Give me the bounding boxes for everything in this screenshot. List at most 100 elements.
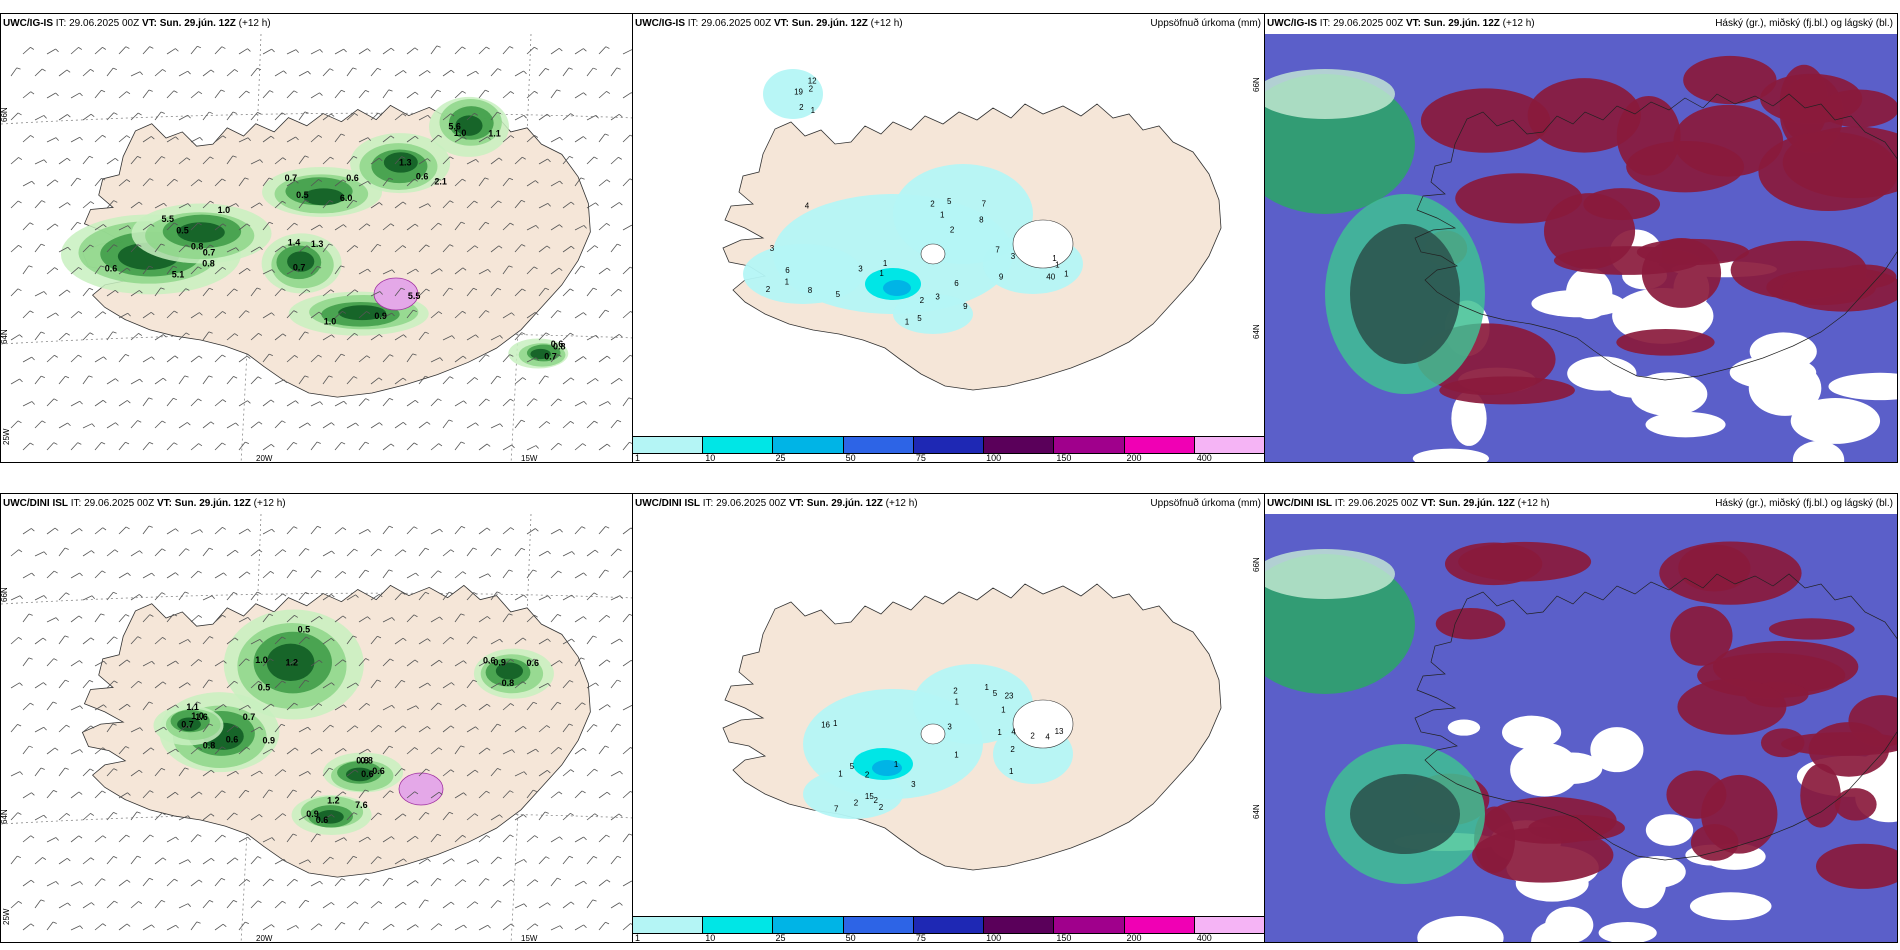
- precip-colorbar-1: 1 10 25 50 75 100 150 200 400: [633, 436, 1265, 462]
- colorbar-swatch: [913, 917, 985, 933]
- colorbar-labels: 1 10 25 50 75 100 150 200 400: [633, 933, 1265, 943]
- precip-value-label: 2: [865, 771, 870, 780]
- colorbar-label: 75: [915, 933, 926, 943]
- colorbar-swatch: [913, 437, 985, 453]
- precip-value-label: 19: [794, 88, 803, 97]
- precip-value-label: 1: [985, 683, 990, 692]
- precip-value-label: 7: [982, 200, 987, 209]
- precip-value-label: 8: [808, 286, 813, 295]
- precip-value-label: 9: [999, 272, 1004, 281]
- colorbar-label: 100: [986, 453, 1002, 463]
- wind-value-label: 1.0: [324, 317, 337, 327]
- wind-value-label: 0.8: [191, 242, 204, 252]
- wind-value-label: 0.5: [296, 190, 309, 200]
- wind-value-label: 0.6: [372, 766, 385, 776]
- wind-map-1: 0.70.50.70.91.00.60.70.70.80.86.05.55.62…: [1, 33, 633, 462]
- wind-panel-2: UWC/DINI ISL IT: 29.06.2025 00Z VT: Sun.…: [0, 493, 634, 943]
- colorbar-swatch: [703, 917, 774, 933]
- panel-right-title: Uppsöfnuð úrkoma (mm): [1150, 18, 1261, 29]
- precip-value-label: 9: [963, 302, 968, 311]
- wind-value-label: 0.9: [263, 735, 276, 745]
- precip-value-label: 1: [1055, 260, 1060, 269]
- precip-value-label: 1: [833, 719, 838, 728]
- wind-value-label: 0.9: [306, 809, 319, 819]
- cloud-map-2: [1265, 514, 1897, 942]
- wind-value-label: 5.5: [162, 214, 175, 224]
- precip-value-label: 2: [1010, 745, 1015, 754]
- colorbar-label: 50: [845, 453, 856, 463]
- wind-value-label: 7.6: [355, 800, 368, 810]
- precip-value-label: 2: [879, 803, 884, 812]
- precip-value-label: 1: [894, 760, 899, 769]
- precip-value-label: 2: [874, 796, 879, 805]
- colorbar-label: 150: [1056, 933, 1072, 943]
- lat-label: 66N: [1, 587, 9, 602]
- colorbar-label: 400: [1196, 933, 1212, 943]
- precip-value-label: 6: [954, 279, 959, 288]
- precip-value-label: 5: [947, 197, 952, 206]
- wind-value-label: 1.4: [288, 237, 301, 247]
- precip-value-label: 1: [1064, 270, 1069, 279]
- precip-shading: [743, 69, 1083, 334]
- colorbar-swatch: [703, 437, 774, 453]
- lon-label: 25W: [2, 908, 11, 925]
- precip-value-label: 5: [850, 762, 855, 771]
- colorbar-swatches: [633, 436, 1265, 454]
- precip-value-label: 2: [766, 285, 771, 294]
- precip-value-label: 1: [997, 728, 1002, 737]
- wind-value-label: 0.7: [285, 173, 298, 183]
- colorbar-swatch: [1194, 437, 1265, 453]
- colorbar-swatch: [843, 917, 914, 933]
- wind-value-label: 0.8: [356, 755, 369, 765]
- lon-label: 20W: [256, 934, 273, 943]
- precip-value-label: 3: [947, 723, 952, 732]
- wind-value-label: 0.6: [226, 735, 239, 745]
- wind-value-label: 0.6: [551, 339, 564, 349]
- precip-map-1: 123112111123476401998553256789121322166N…: [722, 69, 1261, 391]
- wind-value-label: 0.6: [316, 815, 329, 825]
- axis-labels: 66N 64N: [1252, 77, 1261, 339]
- precip-value-label: 1: [883, 259, 888, 268]
- colorbar-swatch: [843, 437, 914, 453]
- precip-value-label: 7: [834, 805, 839, 814]
- precip-value-label: 4: [805, 201, 810, 210]
- wind-value-label: 0.8: [502, 678, 515, 688]
- colorbar-swatch: [1124, 437, 1195, 453]
- wind-value-label: 0.9: [374, 311, 387, 321]
- colorbar-swatch: [633, 917, 704, 933]
- wind-value-label: 0.7: [544, 351, 557, 361]
- wind-value-labels: 0.70.50.70.91.00.60.70.70.80.86.05.55.62…: [105, 122, 566, 362]
- wind-value-label: 1.1: [488, 129, 501, 139]
- wind-value-label: 1.0: [218, 205, 231, 215]
- wind-barbs: [10, 525, 633, 931]
- precip-value-label: 6: [785, 266, 790, 275]
- colorbar-swatch: [984, 437, 1055, 453]
- precip-value-label: 1: [1052, 254, 1057, 263]
- precip-value-label: 1: [879, 269, 884, 278]
- colorbar-label: 10: [705, 933, 716, 943]
- wind-value-label: 0.9: [493, 658, 506, 668]
- wind-value-label: 0.8: [202, 258, 215, 268]
- lat-label: 64N: [1, 809, 9, 824]
- axis-labels: 66N 64N: [1252, 557, 1261, 819]
- precip-value-label: 1: [1009, 767, 1014, 776]
- wind-value-label: 1.1: [186, 702, 199, 712]
- lat-label: 64N: [1, 329, 9, 344]
- precip-value-label: 3: [770, 244, 775, 253]
- wind-value-labels: 0.50.70.60.70.80.91.00.80.81.10.67.61.20…: [181, 625, 539, 826]
- precip-colorbar-2: 1 10 25 50 75 100 150 200 400: [633, 916, 1265, 942]
- wind-value-label: 0.8: [360, 756, 373, 766]
- precip-value-label: 2: [799, 103, 804, 112]
- precip-value-label: 23: [1005, 692, 1014, 701]
- colorbar-label: 75: [915, 453, 926, 463]
- panel-header: UWC/IG-IS IT: 29.06.2025 00Z VT: Sun. 29…: [1267, 18, 1535, 29]
- lon-label: 15W: [521, 934, 538, 943]
- panel-right-title: Háský (gr.), miðský (fj.bl.) og lágský (…: [1715, 498, 1893, 509]
- precip-value-label: 2: [950, 225, 955, 234]
- precip-value-label: 5: [917, 314, 922, 323]
- wind-value-label: 0.6: [346, 173, 359, 183]
- wind-barbs: [10, 45, 633, 451]
- precip-panel-1: UWC/IG-IS IT: 29.06.2025 00Z VT: Sun. 29…: [632, 13, 1266, 463]
- precip-shading: [60, 96, 569, 369]
